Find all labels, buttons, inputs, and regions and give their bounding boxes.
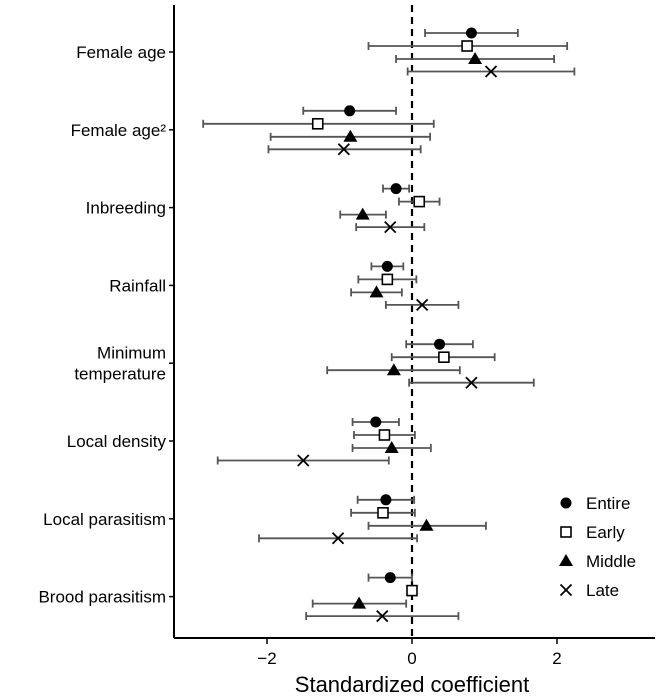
y-tick-label: Female age² — [71, 121, 167, 140]
point-early — [461, 40, 473, 52]
markers-layer — [297, 27, 498, 623]
legend-item-entire: Entire — [560, 494, 630, 513]
point-entire — [381, 260, 393, 272]
error-bars-layer — [202, 29, 576, 621]
point-entire — [380, 494, 392, 506]
x-cross-stroke — [376, 609, 389, 623]
legend-item-late: Late — [559, 581, 619, 600]
point-entire — [370, 416, 382, 428]
legend-marker — [560, 526, 572, 538]
point-middle — [355, 207, 370, 220]
x-tick-label: 0 — [407, 649, 416, 668]
point-early — [378, 429, 391, 441]
y-tick-labels: Female age Female age² Inbreeding Rainfall M… — [38, 43, 174, 607]
x-cross-stroke — [484, 65, 498, 78]
x-tick-label: 2 — [552, 649, 561, 668]
point-middle — [386, 363, 401, 376]
x-cross-stroke — [465, 376, 478, 389]
point-late — [484, 65, 498, 78]
point-middle — [343, 129, 358, 142]
x-cross-stroke — [416, 298, 429, 312]
legend-item-early: Early — [560, 523, 625, 542]
legend-label: Entire — [586, 494, 630, 513]
axes-layer — [173, 5, 655, 639]
y-tick-label: Inbreeding — [86, 199, 166, 218]
point-early — [381, 273, 394, 286]
point-late — [297, 454, 310, 467]
point-middle — [419, 518, 434, 531]
y-tick-label: Minimum — [97, 344, 166, 363]
y-tick-label: temperature — [74, 365, 166, 384]
legend-label: Early — [586, 523, 625, 542]
x-axis-label: Standardized coefficient — [295, 672, 529, 697]
point-entire — [344, 105, 356, 117]
legend-marker — [560, 497, 572, 509]
x-tick-label: −2 — [257, 649, 276, 668]
legend-label: Late — [586, 581, 619, 600]
legend-label: Middle — [586, 552, 636, 571]
x-cross-stroke — [559, 583, 573, 597]
legend-item-middle: Middle — [559, 552, 636, 571]
y-tick-label: Rainfall — [109, 276, 166, 295]
point-early — [413, 195, 426, 208]
x-cross-stroke — [297, 454, 310, 467]
x-cross-stroke — [331, 532, 345, 545]
point-entire — [390, 183, 402, 195]
y-tick-label: Local parasitism — [43, 510, 166, 529]
point-middle — [384, 441, 399, 453]
y-tick-label: Female age — [76, 43, 166, 62]
point-entire — [384, 572, 396, 584]
y-tick-label: Local density — [67, 432, 167, 451]
x-cross-stroke — [384, 220, 397, 234]
point-early — [438, 351, 450, 364]
point-entire — [465, 27, 477, 39]
legend-marker — [559, 583, 573, 597]
point-middle — [369, 285, 384, 298]
y-tick-label: Brood parasitism — [38, 588, 166, 607]
x-cross-stroke — [337, 143, 350, 156]
point-entire — [434, 338, 446, 350]
point-late — [331, 532, 345, 545]
legend-marker — [559, 554, 573, 566]
point-late — [465, 376, 478, 389]
legend: Entire Early Middle Late — [559, 494, 636, 600]
point-early — [377, 506, 389, 519]
point-late — [337, 143, 350, 156]
x-tick-labels: −2 0 2 — [257, 638, 562, 668]
point-middle — [468, 52, 483, 64]
point-late — [384, 220, 397, 234]
point-middle — [352, 596, 367, 609]
point-late — [376, 609, 389, 623]
point-late — [416, 298, 429, 312]
point-early — [406, 584, 418, 597]
point-early — [311, 118, 324, 130]
